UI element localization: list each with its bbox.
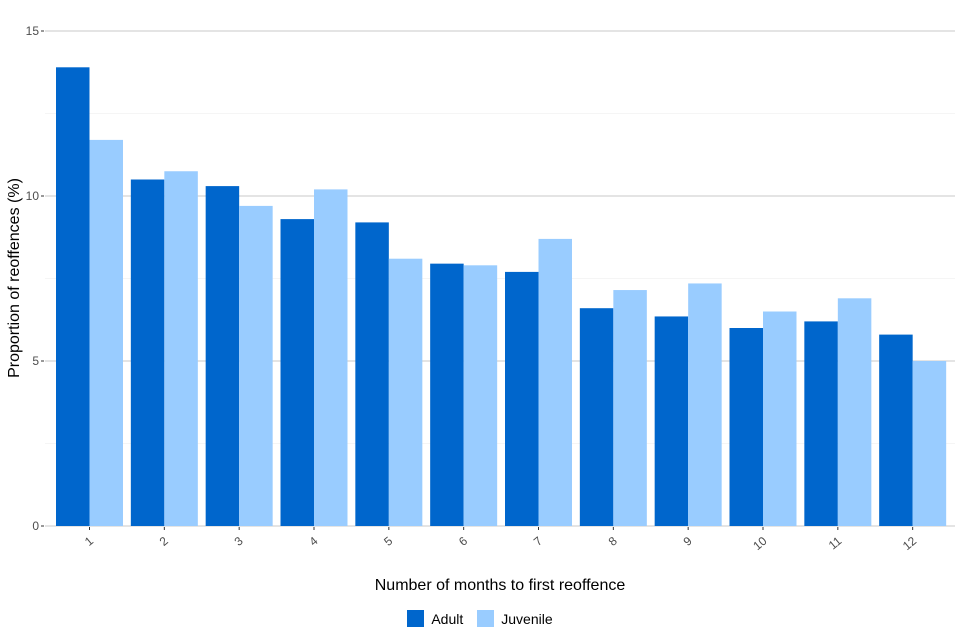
bar-juvenile-10 xyxy=(763,311,797,526)
bar-adult-8 xyxy=(579,308,614,526)
x-tick-label: 9 xyxy=(681,534,695,549)
y-axis: 0 5 10 15 xyxy=(26,24,44,533)
x-axis: 1 2 3 4 5 6 7 8 9 10 11 12 xyxy=(82,527,919,554)
bar-adult-1 xyxy=(56,67,90,527)
x-tick-label: 10 xyxy=(750,534,769,554)
bar-adult-5 xyxy=(355,222,389,526)
x-tick-label: 6 xyxy=(456,534,470,549)
bar-juvenile-6 xyxy=(463,265,498,526)
y-tick-label: 15 xyxy=(26,24,40,38)
y-tick-label: 5 xyxy=(32,354,39,368)
bars xyxy=(56,67,947,527)
bar-adult-3 xyxy=(205,186,240,526)
legend-item-juvenile: Juvenile xyxy=(477,610,553,627)
bar-adult-10 xyxy=(729,328,763,526)
x-tick-label: 3 xyxy=(232,534,246,549)
bar-juvenile-9 xyxy=(688,283,722,526)
x-tick-label: 4 xyxy=(306,534,320,549)
legend-label-juvenile: Juvenile xyxy=(501,610,553,627)
y-tick-label: 10 xyxy=(26,189,40,203)
bar-juvenile-3 xyxy=(239,205,273,526)
bar-juvenile-1 xyxy=(89,139,123,526)
bar-adult-4 xyxy=(280,219,314,526)
bar-adult-9 xyxy=(654,316,689,526)
x-axis-title: Number of months to first reoffence xyxy=(375,577,626,594)
bar-juvenile-2 xyxy=(164,171,198,526)
bar-juvenile-5 xyxy=(388,258,423,526)
legend-item-adult: Adult xyxy=(407,610,463,627)
bar-juvenile-4 xyxy=(314,189,348,526)
bar-adult-6 xyxy=(430,263,464,526)
x-tick-label: 5 xyxy=(381,534,395,549)
y-tick-label: 0 xyxy=(32,519,39,533)
bar-adult-2 xyxy=(130,179,165,526)
bar-juvenile-8 xyxy=(613,290,647,526)
legend-label-adult: Adult xyxy=(431,610,464,627)
x-tick-label: 7 xyxy=(531,534,545,549)
bar-juvenile-7 xyxy=(538,238,572,526)
bar-adult-7 xyxy=(505,271,539,526)
legend-swatch-adult xyxy=(407,610,425,627)
x-tick-label: 2 xyxy=(157,534,171,549)
x-tick-label: 11 xyxy=(826,534,845,553)
x-tick-label: 8 xyxy=(606,534,620,549)
x-tick-label: 12 xyxy=(900,534,919,554)
x-tick-label: 1 xyxy=(82,534,96,549)
legend: Adult Juvenile xyxy=(0,610,960,627)
bar-adult-12 xyxy=(879,334,913,526)
bar-juvenile-12 xyxy=(912,361,947,526)
y-axis-title: Proportion of reoffences (%) xyxy=(6,178,23,378)
bar-juvenile-11 xyxy=(837,298,872,526)
legend-swatch-juvenile xyxy=(477,610,495,627)
bar-adult-11 xyxy=(804,321,838,526)
